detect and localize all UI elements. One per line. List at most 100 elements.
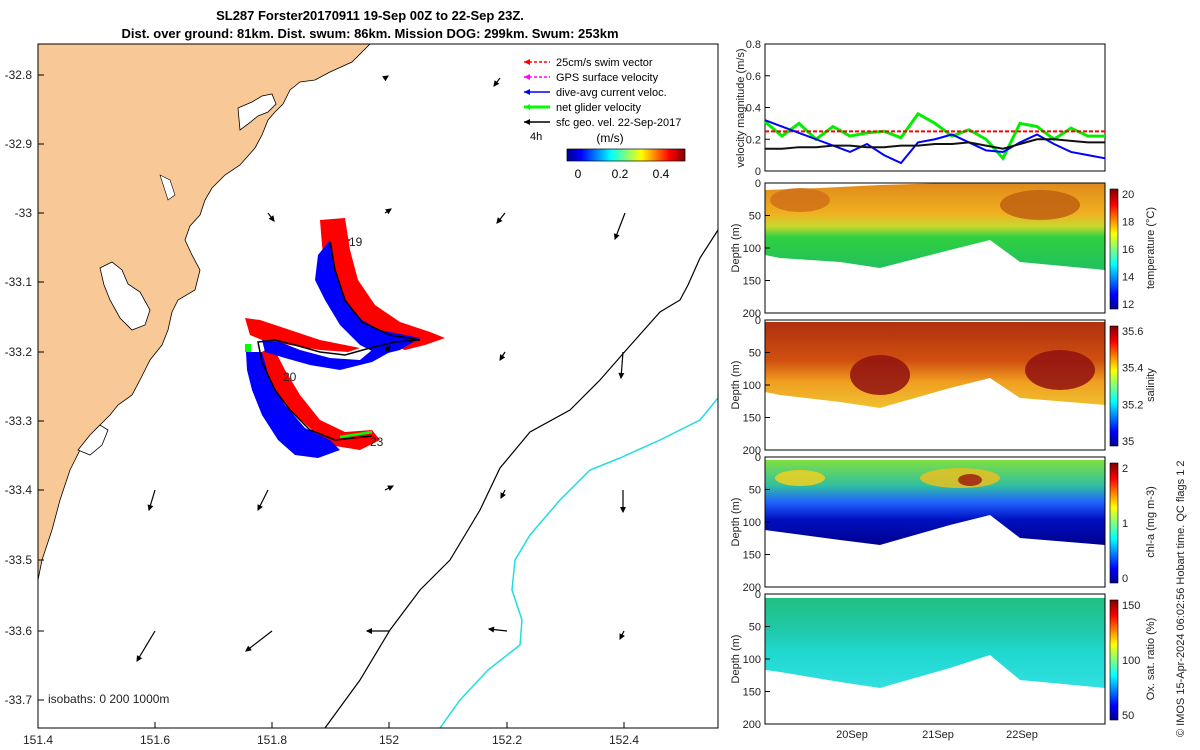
velocity-ytick-label: 0.4 (746, 103, 761, 115)
geo-arrowhead (384, 345, 391, 352)
legend-arrowhead (524, 59, 530, 65)
depth-tick-label: 100 (743, 243, 761, 255)
legend-arrowhead (524, 89, 530, 95)
geo-arrowhead (500, 492, 506, 500)
depth-axis-label: Depth (m) (730, 224, 742, 273)
depth-tick-label: 0 (755, 178, 761, 190)
track-label-20: 20 (283, 370, 297, 384)
legend-arrowhead (524, 74, 530, 80)
depth-tick-label: 0 (755, 589, 761, 601)
isobath-1000 (439, 397, 718, 728)
depth-tick-label: 50 (749, 622, 761, 634)
legend-label: sfc geo. vel. 22-Sep-2017 (556, 117, 681, 129)
colorbar-tick-label: 1 (1122, 518, 1128, 530)
geo-arrowhead (387, 485, 395, 491)
depth-tick-label: 150 (743, 413, 761, 425)
section-colorbar (1109, 462, 1119, 584)
section-feature (850, 355, 910, 395)
section-feature (1025, 350, 1095, 390)
time-tick-label: 22Sep (1006, 729, 1038, 741)
map-legend: 25cm/s swim vector GPS surface velocity di… (524, 57, 686, 181)
colorbar-tick-2: 0.4 (653, 167, 670, 181)
colorbar-tick-label: 14 (1122, 272, 1134, 284)
section-fill (765, 322, 1105, 408)
section-panel: 0 50 100 150 200 Depth (m) 50 100 150 Ox. sat. ra… (730, 589, 1157, 741)
title-line-1: SL287 Forster20170911 19-Sep 00Z to 22-S… (216, 8, 524, 23)
track-label-23: 23 (370, 435, 384, 449)
time-tick-label: 21Sep (922, 729, 954, 741)
depth-tick-label: 50 (749, 348, 761, 360)
geo-arrowhead (619, 633, 625, 641)
map-xtick-label: 151.4 (23, 733, 53, 747)
depth-tick-label: 150 (743, 276, 761, 288)
map-ytick-label: -32.8 (5, 68, 33, 82)
colorbar-title: (m/s) (596, 131, 623, 145)
credit-text: © IMOS 15-Apr-2024 06:02:56 Hobart time.… (1175, 460, 1187, 737)
geo-arrowhead (618, 372, 625, 380)
map-ytick-label: -33.4 (5, 483, 33, 497)
colorbar-tick-label: 35.4 (1122, 363, 1143, 375)
colorbar-label: Ox. sat. ratio (%) (1145, 618, 1157, 701)
depth-tick-label: 100 (743, 654, 761, 666)
map-xtick-label: 152.4 (609, 733, 639, 747)
map-xtick-label: 151.8 (257, 733, 287, 747)
map-ytick-label: -33 (15, 206, 33, 220)
geo-arrowhead (365, 628, 373, 634)
time-tick-label: 20Sep (836, 729, 868, 741)
geo-arrow (245, 630, 273, 652)
map-ytick-label: -33.6 (5, 624, 33, 638)
map-ytick-label: -33.5 (5, 553, 33, 567)
geo-arrowhead (257, 504, 263, 512)
geo-arrowhead (268, 215, 275, 222)
colorbar-tick-0: 0 (575, 167, 582, 181)
map-ytick-label: -33.3 (5, 414, 33, 428)
colorbar-tick-label: 20 (1122, 189, 1134, 201)
map-x-axis: 151.4 151.6 151.8 152 152.2 152.4 (23, 722, 639, 747)
glider-track (257, 239, 421, 441)
geo-arrowhead (493, 80, 500, 87)
legend-label: dive-avg current veloc. (556, 87, 667, 99)
isobath-200 (324, 229, 718, 728)
depth-axis-label: Depth (m) (730, 635, 742, 684)
section-feature (775, 470, 825, 486)
colorbar-tick-1: 0.2 (612, 167, 629, 181)
title-line-2: Dist. over ground: 81km. Dist. swum: 86k… (121, 26, 618, 41)
map-ytick-label: -32.9 (5, 137, 33, 151)
velocity-panel: 0 0.2 0.4 0.6 0.8 velocity magnitude (m/s) (735, 39, 1106, 178)
map-y-axis: -32.8 -32.9 -33 -33.1 -33.2 -33.3 -33.4 -33.5 -3… (5, 68, 44, 707)
depth-tick-label: 200 (743, 719, 761, 731)
colorbar-tick-label: 100 (1122, 655, 1140, 667)
speed-colorbar (566, 148, 686, 162)
legend-arrowhead (524, 104, 530, 110)
geo-arrowhead (487, 626, 495, 633)
map-xtick-label: 152 (379, 733, 399, 747)
legend-label: net glider velocity (556, 102, 641, 114)
geo-arrowhead (496, 217, 503, 224)
colorbar-tick-label: 16 (1122, 244, 1134, 256)
section-feature (1000, 190, 1080, 220)
section-colorbar (1109, 599, 1119, 721)
map-ytick-label: -33.7 (5, 693, 33, 707)
interval-label: 4h (530, 131, 542, 143)
colorbar-tick-label: 35.2 (1122, 399, 1143, 411)
colorbar-tick-label: 18 (1122, 217, 1134, 229)
section-fill (765, 460, 1105, 545)
map-ytick-label: -33.1 (5, 275, 33, 289)
geo-arrowhead (136, 655, 143, 662)
section-panel: 0 50 100 150 200 Depth (m) 35 35.2 35.4 35.6 salin… (730, 315, 1157, 457)
depth-tick-label: 100 (743, 380, 761, 392)
colorbar-tick-label: 35.6 (1122, 326, 1143, 338)
depth-tick-label: 50 (749, 211, 761, 223)
section-panel: 0 50 100 150 200 Depth (m) 0 1 2 chl-a (mg m-3) (730, 452, 1157, 594)
geo-arrowhead (614, 233, 620, 241)
section-panel: 0 50 100 150 200 Depth (m) 12 14 16 18 20 temperatu… (730, 178, 1157, 320)
geo-arrowhead (620, 506, 626, 514)
legend-label: 25cm/s swim vector (556, 57, 653, 69)
velocity-ytick-label: 0.8 (746, 39, 761, 51)
geo-arrowhead (385, 208, 392, 215)
map-panel: 19 20 23 25cm/s swim vector GPS surface v… (5, 43, 719, 747)
depth-tick-label: 100 (743, 517, 761, 529)
colorbar-label: salinity (1145, 368, 1157, 402)
